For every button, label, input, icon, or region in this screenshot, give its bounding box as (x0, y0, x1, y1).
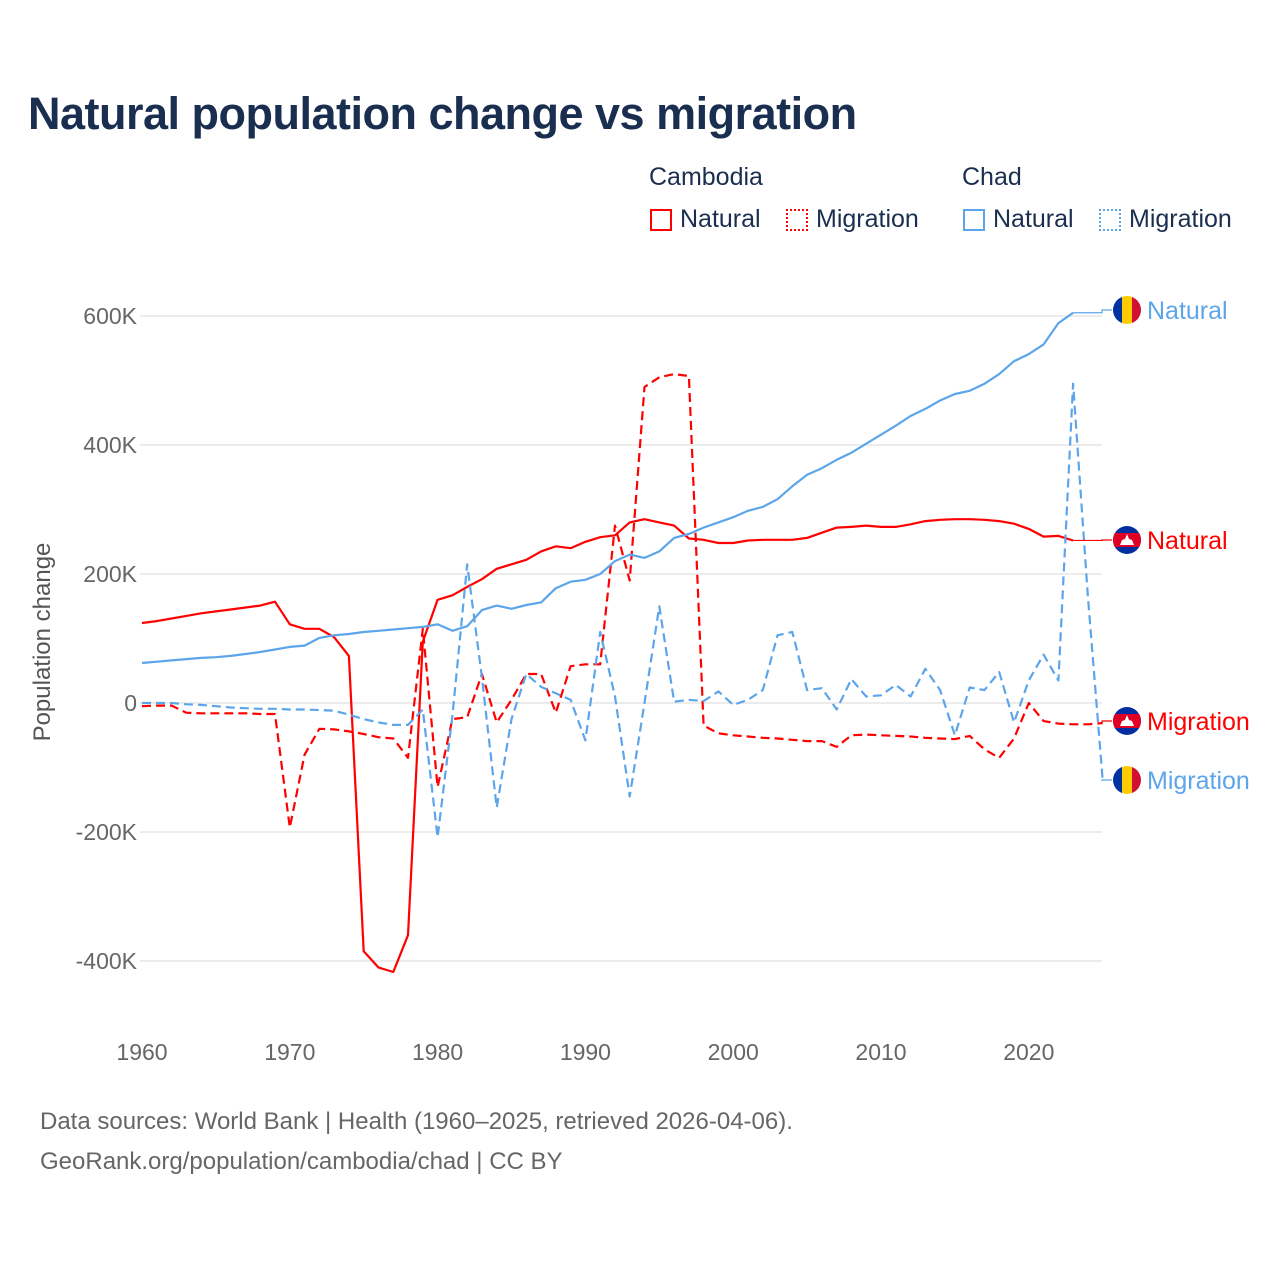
y-tick-label: 200K (83, 561, 137, 587)
chart-title: Natural population change vs migration (28, 88, 857, 139)
flag-body (1113, 766, 1141, 794)
end-label-connector (1101, 720, 1112, 724)
end-label-text: Migration (1147, 708, 1250, 736)
legend-label: Migration (1129, 205, 1232, 233)
cambodia-flag-icon (1113, 707, 1141, 735)
cambodia-flag-icon (1113, 526, 1141, 554)
flag-stripe (1122, 296, 1132, 324)
y-tick-label: 0 (124, 690, 137, 716)
legend-swatch-dotted-red (786, 208, 808, 231)
legend-label: Migration (816, 205, 919, 233)
flag-body (1113, 296, 1141, 324)
flag-stripe (1113, 766, 1122, 794)
flag-stripe (1132, 296, 1141, 324)
x-tick-label: 1970 (264, 1039, 315, 1065)
end-label-text: Natural (1147, 527, 1228, 555)
y-axis-label: Population change (29, 543, 56, 742)
legend-chad-migration[interactable]: Migration (1099, 205, 1232, 234)
y-tick-label: 400K (83, 432, 137, 458)
legend-label: Natural (993, 205, 1074, 233)
footer-source: Data sources: World Bank | Health (1960–… (40, 1108, 793, 1135)
x-tick-label: 1990 (560, 1039, 611, 1065)
end-label-text: Migration (1147, 767, 1250, 795)
y-tick-label: -200K (76, 819, 138, 845)
legend-cambodia-natural[interactable]: Natural (650, 205, 761, 234)
x-tick-label: 2010 (855, 1039, 906, 1065)
legend-swatch-solid-red (650, 208, 672, 231)
y-tick-label: -400K (76, 948, 138, 974)
legend-group-chad: Chad (962, 163, 1022, 191)
x-tick-label: 1960 (116, 1039, 167, 1065)
legend-swatch-dotted-blue (1099, 208, 1121, 231)
end-label-text: Natural (1147, 297, 1228, 325)
x-tick-label: 2020 (1003, 1039, 1054, 1065)
chad-flag-icon (1113, 766, 1141, 794)
end-label-connector (1073, 309, 1112, 314)
chad-flag-icon (1113, 296, 1141, 324)
legend-chad-natural[interactable]: Natural (963, 205, 1074, 234)
series-line-chad-migration (142, 382, 1104, 839)
flag-stripe (1122, 766, 1132, 794)
series-line-cambodia-migration (141, 373, 1103, 829)
flag-body (1113, 526, 1141, 554)
y-tick-label: 600K (83, 303, 137, 329)
x-tick-label: 1980 (412, 1039, 463, 1065)
x-tick-label: 2000 (708, 1039, 759, 1065)
flag-body (1113, 707, 1141, 735)
flag-stripe (1113, 296, 1122, 324)
temple-icon (1120, 534, 1134, 545)
temple-icon (1120, 715, 1134, 726)
footer-credit[interactable]: GeoRank.org/population/cambodia/chad | C… (40, 1148, 563, 1175)
legend-cambodia-migration[interactable]: Migration (786, 205, 919, 234)
series-line-cambodia-natural (141, 518, 1074, 974)
series-line-chad-natural (141, 311, 1074, 665)
legend-swatch-solid-blue (963, 208, 985, 231)
legend-group-cambodia: Cambodia (649, 163, 763, 191)
flag-stripe (1132, 766, 1141, 794)
legend-label: Natural (680, 205, 761, 233)
